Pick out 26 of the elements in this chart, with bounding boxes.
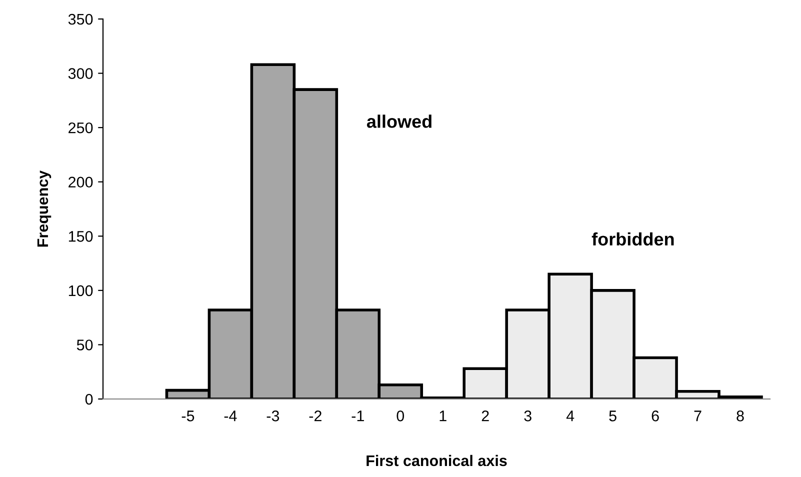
x-tick-label: 0 (396, 410, 404, 422)
series-label: forbidden (592, 232, 674, 246)
x-tick-label: -4 (224, 410, 237, 422)
y-tick-label: 50 (76, 340, 93, 350)
y-tick-label: 200 (68, 176, 93, 188)
x-tick-label: -5 (182, 410, 194, 422)
x-axis-title: First canonical axis (366, 454, 507, 466)
y-tick-label: 350 (68, 14, 93, 25)
x-tick-label: 6 (652, 410, 659, 422)
series-label: allowed (366, 114, 432, 128)
x-tick-label: 4 (566, 410, 574, 422)
y-tick-label: 150 (68, 231, 93, 242)
x-tick-label: 5 (609, 410, 616, 422)
y-tick-label: 300 (68, 68, 93, 79)
x-tick-label: -2 (309, 410, 322, 422)
x-tick-label: 2 (482, 410, 489, 422)
y-tick-label: 100 (68, 285, 93, 296)
y-tick-label: 250 (68, 122, 93, 134)
x-tick-label: 7 (694, 410, 702, 422)
x-tick-label: -3 (266, 410, 280, 422)
x-tick-label: 8 (736, 410, 744, 422)
y-axis-title: Frequency (37, 170, 52, 247)
x-tick-label: -1 (352, 410, 364, 422)
x-tick-label: 1 (440, 410, 446, 422)
x-tick-label: 3 (524, 410, 532, 422)
y-tick-label: 0 (85, 394, 93, 405)
